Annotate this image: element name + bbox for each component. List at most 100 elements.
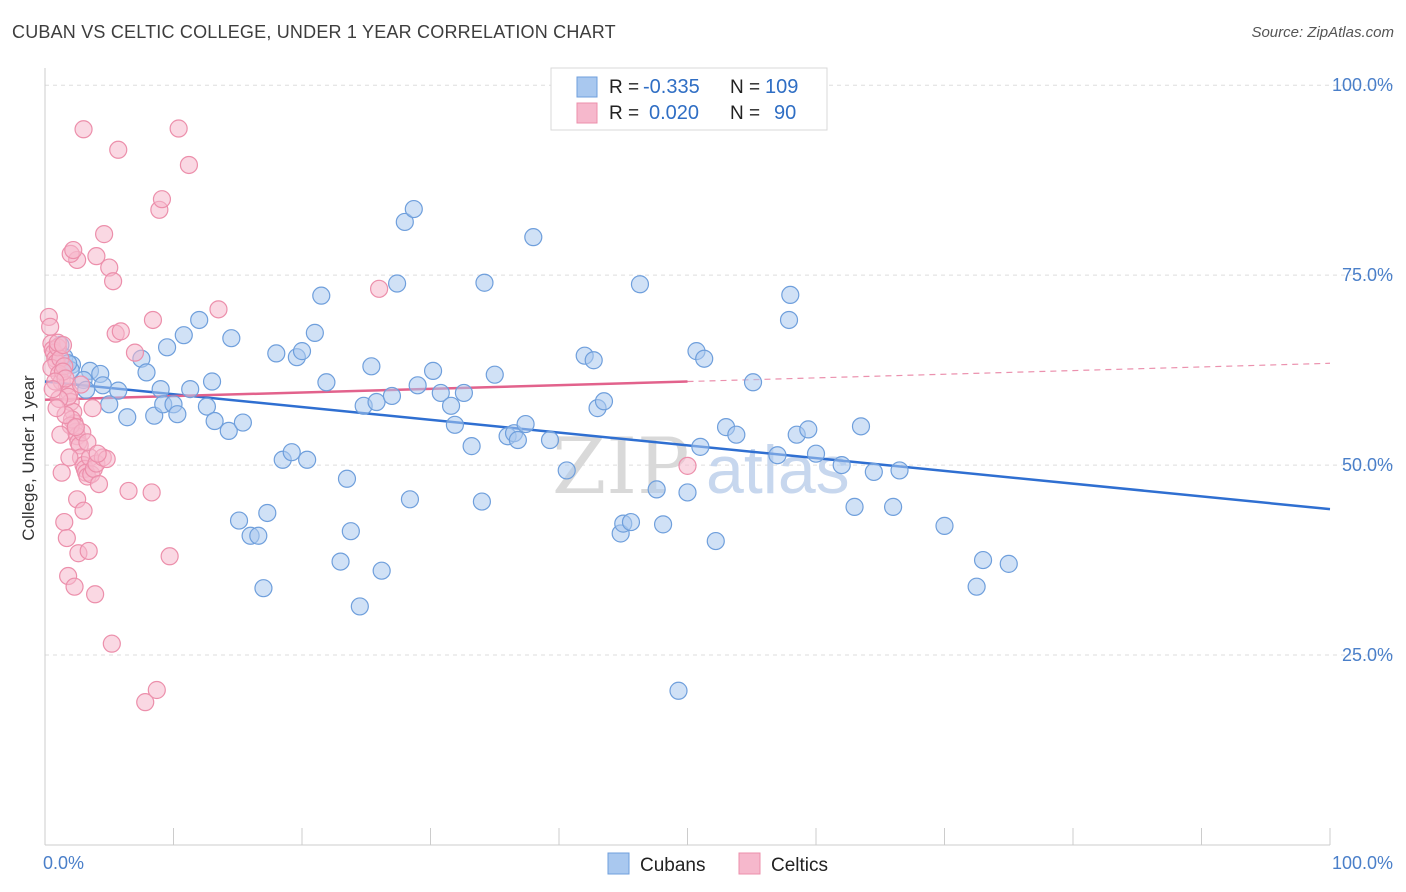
celtics-point-58 <box>142 483 161 502</box>
y-tick-label-3: 100.0% <box>1332 75 1393 95</box>
cubans-point-48 <box>382 386 402 406</box>
cubans-n-label: N = <box>730 77 760 98</box>
cubans-point-89 <box>768 446 787 465</box>
celtics-point-54 <box>111 322 130 341</box>
cubans-point-81 <box>678 483 697 502</box>
y-tick-label-0: 25.0% <box>1342 645 1393 665</box>
cubans-point-41 <box>337 469 357 488</box>
cubans-point-29 <box>254 579 273 598</box>
cubans-swatch <box>576 76 598 98</box>
cubans-point-37 <box>305 323 324 342</box>
cubans-point-84 <box>695 349 714 368</box>
y-tick-label-1: 50.0% <box>1342 455 1393 475</box>
celtics-point-45 <box>74 501 93 520</box>
celtics-point-84 <box>78 433 97 452</box>
cubans-point-62 <box>485 365 504 384</box>
celtics-point-74 <box>71 375 91 394</box>
cubans-point-100 <box>890 461 909 480</box>
cubans-point-104 <box>999 554 1018 573</box>
cubans-point-52 <box>404 199 423 219</box>
cubans-point-10 <box>137 363 156 382</box>
cubans-point-55 <box>431 383 450 403</box>
celtics-n-value: 90 <box>774 102 796 124</box>
celtics-point-31 <box>89 474 109 494</box>
celtics-point-65 <box>179 155 199 175</box>
celtics-point-85 <box>88 444 107 463</box>
cubans-point-19 <box>190 310 209 330</box>
cubans-point-28 <box>249 526 268 545</box>
cubans-point-73 <box>594 392 614 411</box>
cubans-point-59 <box>462 437 481 456</box>
celtics-point-47 <box>86 585 105 604</box>
trend-lines <box>44 362 1331 511</box>
celtics-point-46 <box>79 541 98 561</box>
cubans-point-23 <box>219 421 238 441</box>
cubans-point-83 <box>691 437 710 456</box>
cubans-point-18 <box>181 380 200 399</box>
cubans-point-69 <box>557 461 576 480</box>
cubans-r-value: -0.335 <box>643 76 700 98</box>
cubans-point-7 <box>109 381 128 400</box>
celtics-point-69 <box>64 240 83 260</box>
cubans-point-47 <box>372 561 391 580</box>
cubans-point-14 <box>157 338 177 357</box>
cubans-point-90 <box>779 310 799 330</box>
cubans-point-95 <box>832 455 851 475</box>
cubans-point-88 <box>743 373 763 392</box>
celtics-r-label: R = <box>609 103 639 124</box>
celtics-point-70 <box>74 120 93 139</box>
celtics-trend-line-extension <box>687 362 1331 383</box>
cubans-point-78 <box>647 480 666 499</box>
x-tick-label-0: 0.0% <box>43 853 84 873</box>
cubans-point-53 <box>408 376 427 395</box>
cubans-point-67 <box>524 228 543 247</box>
cubans-point-65 <box>508 430 527 450</box>
cubans-point-46 <box>367 392 386 412</box>
celtics-point-83 <box>66 418 85 437</box>
stats-legend: R = -0.335 N = 109 R = 0.020 N = 90 <box>550 67 828 131</box>
cubans-point-25 <box>233 413 252 432</box>
celtics-point-40 <box>57 528 76 548</box>
series-legend: Cubans Celtics <box>607 852 828 876</box>
cubans-point-91 <box>781 285 800 305</box>
celtics-swatch <box>576 102 598 124</box>
cubans-point-49 <box>387 274 407 293</box>
celtics-point-49 <box>95 225 114 244</box>
cubans-point-103 <box>973 550 993 570</box>
celtics-point-88 <box>51 425 70 444</box>
cubans-point-17 <box>174 326 193 345</box>
cubans-point-71 <box>584 351 603 370</box>
cubans-point-102 <box>967 577 986 596</box>
celtics-point-51 <box>104 272 123 291</box>
cubans-point-80 <box>669 681 688 700</box>
cubans-point-35 <box>292 342 312 361</box>
celtics-point-60 <box>147 680 166 700</box>
watermark: ZIP atlas <box>552 422 850 512</box>
cubans-point-22 <box>205 411 224 431</box>
cubans-point-36 <box>298 450 317 469</box>
celtics-point-73 <box>53 335 73 355</box>
tick-labels: 25.0% 50.0% 75.0% 100.0% 0.0% 100.0% <box>43 75 1393 873</box>
celtics-trend-line <box>44 380 688 402</box>
cubans-point-50 <box>395 212 414 232</box>
cubans-point-38 <box>312 286 331 305</box>
x-tick-label-1: 100.0% <box>1332 853 1393 873</box>
celtics-r-value: 0.020 <box>649 102 699 124</box>
cubans-point-87 <box>727 425 746 444</box>
celtics-point-57 <box>136 693 155 712</box>
cubans-point-31 <box>267 344 286 363</box>
celtics-point-71 <box>87 247 106 266</box>
cubans-point-97 <box>851 417 871 436</box>
cubans-point-39 <box>317 373 336 392</box>
cubans-point-33 <box>282 443 301 462</box>
legend-label-cubans: Cubans <box>640 855 706 876</box>
cubans-point-77 <box>630 275 650 294</box>
cubans-point-16 <box>168 405 187 424</box>
celtics-point-1 <box>41 317 60 336</box>
cubans-point-26 <box>229 511 249 530</box>
cubans-point-42 <box>341 522 360 541</box>
cubans-point-58 <box>454 383 474 403</box>
celtics-point-59 <box>143 310 163 330</box>
y-tick-label-2: 75.0% <box>1342 265 1393 285</box>
